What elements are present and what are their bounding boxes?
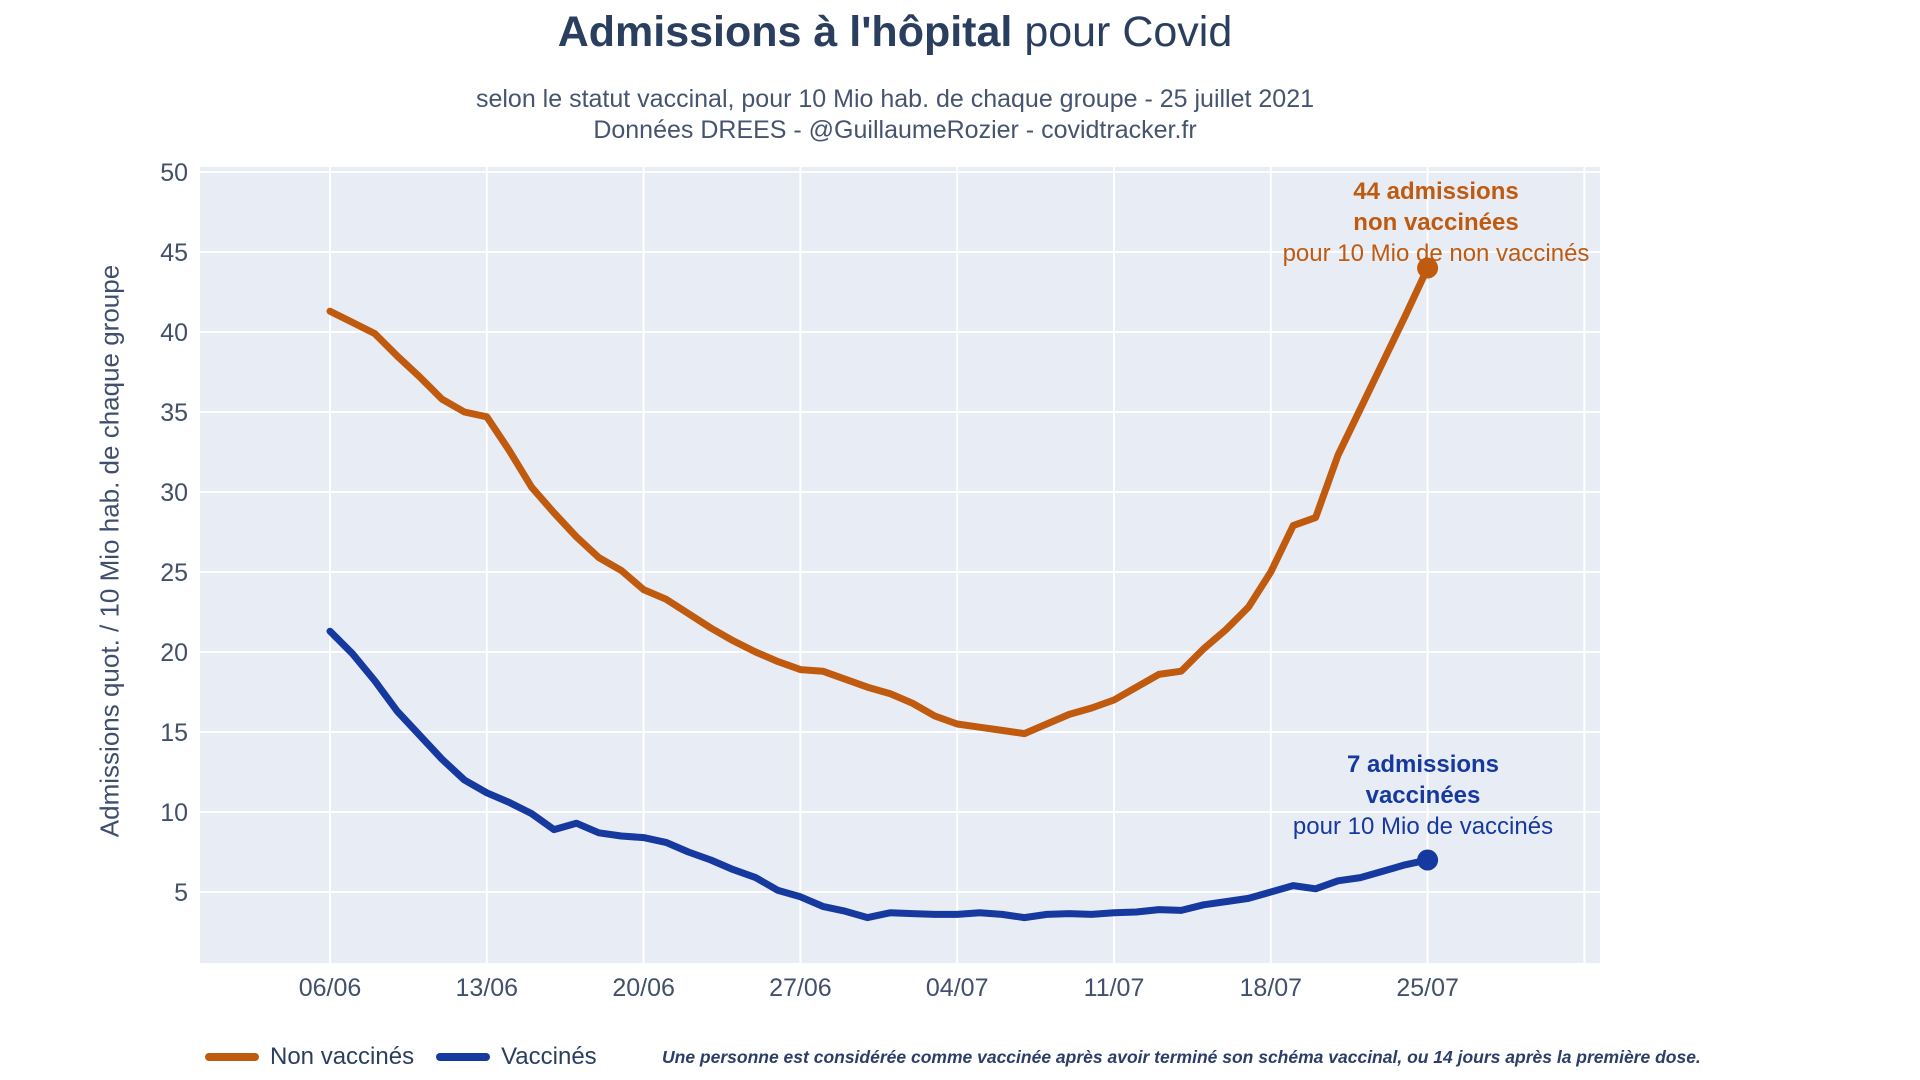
- subtitle-line-1: selon le statut vaccinal, pour 10 Mio ha…: [475, 85, 1315, 113]
- x-tick-label: 04/07: [926, 974, 989, 1002]
- y-tick-label: 40: [160, 319, 188, 347]
- x-tick-label: 27/06: [769, 974, 832, 1002]
- y-tick-label: 20: [160, 639, 188, 667]
- page-title: Admissions à l'hôpital pour Covid: [558, 6, 1233, 58]
- annotation-non-vaccinated-value: 44 admissions: [1353, 178, 1519, 205]
- subtitle-line-2: Données DREES - @GuillaumeRozier - covid…: [593, 116, 1197, 144]
- legend-item-non-vaccines[interactable]: Non vaccinés: [205, 1043, 414, 1071]
- series-end-dot-non-vaccines: [1417, 257, 1439, 279]
- legend-label-vaccines: Vaccinés: [501, 1043, 597, 1070]
- x-tick-label: 06/06: [299, 974, 362, 1002]
- legend-item-vaccines[interactable]: Vaccinés: [436, 1043, 597, 1071]
- x-tick-label: 13/06: [456, 974, 519, 1002]
- series-line-vaccines: [326, 627, 1432, 922]
- annotation-vaccinated-value: 7 admissions: [1346, 751, 1500, 778]
- page-title-bold: Admissions à l'hôpital: [557, 8, 1013, 56]
- series-end-dot-vaccines: [1417, 849, 1439, 871]
- plot-panel: [200, 167, 1600, 963]
- x-tick-label: 20/06: [612, 974, 675, 1002]
- legend: Non vaccinés Vaccinés: [205, 1043, 619, 1071]
- legend-label-non-vaccines: Non vaccinés: [270, 1043, 415, 1070]
- annotation-non-vaccinated: 44 admissions non vaccinées pour 10 Mio …: [1283, 176, 1590, 269]
- annotation-vaccinated-group: vaccinées: [1365, 782, 1481, 809]
- x-tick-label: 25/07: [1396, 974, 1459, 1002]
- y-tick-label: 25: [160, 559, 188, 587]
- series-line-non-vaccines: [326, 264, 1432, 738]
- page-subtitle: selon le statut vaccinal, pour 10 Mio ha…: [476, 84, 1314, 146]
- y-tick-label: 15: [160, 719, 188, 747]
- annotation-non-vaccinated-unit: pour 10 Mio de non vaccinés: [1282, 240, 1590, 267]
- legend-swatch-non-vaccines-icon: [205, 1053, 259, 1061]
- y-tick-label: 45: [160, 239, 188, 267]
- annotation-vaccinated-unit: pour 10 Mio de vaccinés: [1292, 813, 1554, 840]
- x-tick-label: 18/07: [1240, 974, 1303, 1002]
- page-title-regular: pour Covid: [1012, 8, 1233, 56]
- legend-swatch-vaccines-icon: [436, 1053, 491, 1061]
- y-tick-label: 30: [160, 479, 188, 507]
- annotation-vaccinated: 7 admissions vaccinées pour 10 Mio de va…: [1293, 749, 1553, 842]
- y-tick-label: 50: [160, 159, 188, 187]
- y-tick-label: 5: [174, 879, 188, 907]
- annotation-non-vaccinated-group: non vaccinées: [1353, 209, 1519, 236]
- footnote: Une personne est considérée comme vaccin…: [662, 1047, 1701, 1067]
- y-tick-label: 10: [160, 799, 188, 827]
- x-tick-label: 11/07: [1084, 974, 1145, 1002]
- y-tick-label: 35: [160, 399, 188, 427]
